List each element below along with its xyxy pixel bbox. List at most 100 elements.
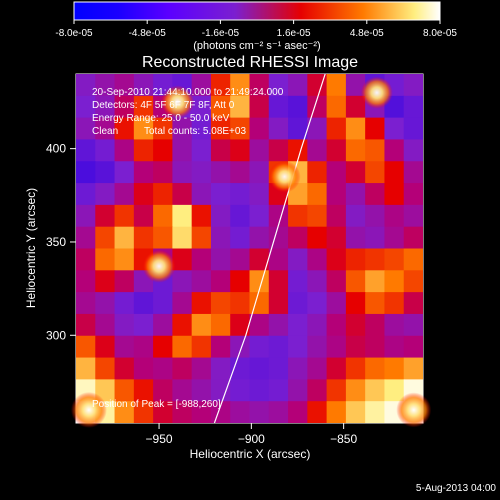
- heatmap-cell: [288, 292, 309, 315]
- heatmap-cell: [230, 139, 251, 162]
- heatmap-cell: [153, 204, 174, 228]
- heatmap-cell: [403, 248, 423, 272]
- heatmap-cell: [210, 270, 231, 293]
- heatmap-cell: [230, 335, 251, 359]
- time-range-label: 20-Sep-2010 21:44:10.000 to 21:49:24.000: [92, 87, 284, 98]
- bright-source-point: [161, 85, 195, 119]
- heatmap-cell: [114, 204, 135, 228]
- heatmap-cell: [95, 248, 116, 272]
- bright-source-points: [70, 76, 432, 428]
- heatmap-cell: [249, 226, 270, 250]
- heatmap-cell: [403, 117, 423, 141]
- heatmap-cell: [345, 183, 366, 206]
- heatmap-cell: [326, 226, 347, 250]
- heatmap-cell: [326, 161, 347, 184]
- heatmap-cell: [365, 292, 386, 315]
- heatmap-cell: [365, 379, 386, 402]
- heatmap-cell: [345, 357, 366, 381]
- heatmap-cell: [365, 313, 386, 337]
- heatmap-cell: [403, 204, 423, 228]
- heatmap-cell: [114, 117, 135, 141]
- heatmap-cell: [326, 183, 347, 206]
- heatmap-cell: [210, 357, 231, 381]
- heatmap-cell: [365, 204, 386, 228]
- heatmap-cell: [133, 139, 154, 162]
- heatmap-cell: [191, 270, 212, 293]
- heatmap-cell: [345, 270, 366, 293]
- heatmap-cell: [384, 117, 405, 141]
- heatmap-cell: [384, 139, 405, 162]
- heatmap-cell: [114, 95, 135, 119]
- heatmap-cell: [133, 161, 154, 184]
- heatmap-cell: [345, 379, 366, 402]
- plot-area: 20-Sep-2010 21:44:10.000 to 21:49:24.000…: [70, 73, 432, 428]
- heatmap-cell: [288, 204, 309, 228]
- heatmap-cell: [191, 357, 212, 381]
- heatmap-cell: [345, 161, 366, 184]
- heatmap-cell: [133, 95, 154, 119]
- heatmap-cell: [210, 204, 231, 228]
- total-counts-label: Total counts: 5.08E+03: [144, 126, 246, 137]
- heatmap-cell: [172, 183, 193, 206]
- heatmap-cell: [133, 292, 154, 315]
- heatmap-cell: [345, 248, 366, 272]
- heatmap-cell: [172, 117, 193, 141]
- heatmap-cell: [153, 139, 174, 162]
- heatmap-cell: [76, 183, 96, 206]
- heatmap-cell: [230, 117, 251, 141]
- heatmap-cell: [210, 74, 231, 97]
- heatmap-cell: [191, 226, 212, 250]
- heatmap-cell: [230, 379, 251, 402]
- bright-source-point: [360, 76, 393, 109]
- heatmap-cell: [307, 161, 328, 184]
- heatmap-cell: [249, 117, 270, 141]
- heatmap-cell: [230, 74, 251, 97]
- heatmap-cell: [403, 357, 423, 381]
- heatmap-cell: [76, 74, 96, 97]
- footer-date: 5-Aug-2013 04:00: [416, 483, 497, 494]
- heatmap-cell: [365, 335, 386, 359]
- heatmap-cell: [210, 335, 231, 359]
- heatmap-cell: [153, 117, 174, 141]
- heatmap-cell: [191, 95, 212, 119]
- heatmap-cell: [114, 292, 135, 315]
- heatmap-cell: [191, 335, 212, 359]
- heatmap-cell: [95, 270, 116, 293]
- heatmap-cell: [76, 335, 96, 359]
- heatmap-cell: [76, 95, 96, 119]
- heatmap-cell: [326, 292, 347, 315]
- heatmap-cell: [268, 226, 289, 250]
- heatmap-cell: [307, 117, 328, 141]
- heatmap-cell: [249, 204, 270, 228]
- heatmap-cell: [114, 335, 135, 359]
- heatmap-cell: [345, 204, 366, 228]
- heatmap-cell: [307, 183, 328, 206]
- x-axis-tick-label: −850: [330, 432, 357, 446]
- heatmap-cell: [268, 270, 289, 293]
- heatmap-cell: [249, 74, 270, 97]
- heatmap-cell: [326, 95, 347, 119]
- heatmap-cell: [114, 357, 135, 381]
- heatmap-cell: [230, 292, 251, 315]
- heatmap-cell: [288, 313, 309, 337]
- bright-source-point: [268, 160, 301, 193]
- heatmap-cell: [268, 204, 289, 228]
- heatmap-cell: [191, 139, 212, 162]
- colorbar-unit-label: (photons cm⁻² s⁻¹ asec⁻²): [193, 40, 320, 52]
- heatmap-cell: [268, 379, 289, 402]
- heatmap-cell: [249, 248, 270, 272]
- heatmap-cell: [288, 139, 309, 162]
- heatmap-cell: [230, 183, 251, 206]
- heatmap-cell: [230, 401, 251, 423]
- chart-title: Reconstructed RHESSI Image: [142, 54, 358, 71]
- heatmap-cell: [307, 357, 328, 381]
- heatmap-cell: [345, 313, 366, 337]
- heatmap-cell: [191, 204, 212, 228]
- heatmap-cell: [288, 248, 309, 272]
- heatmap-cell: [326, 139, 347, 162]
- heatmap-cell: [403, 313, 423, 337]
- heatmap-cell: [191, 379, 212, 402]
- bright-source-point: [70, 391, 107, 428]
- method-label: Clean: [92, 126, 118, 137]
- heatmap-cell: [133, 74, 154, 97]
